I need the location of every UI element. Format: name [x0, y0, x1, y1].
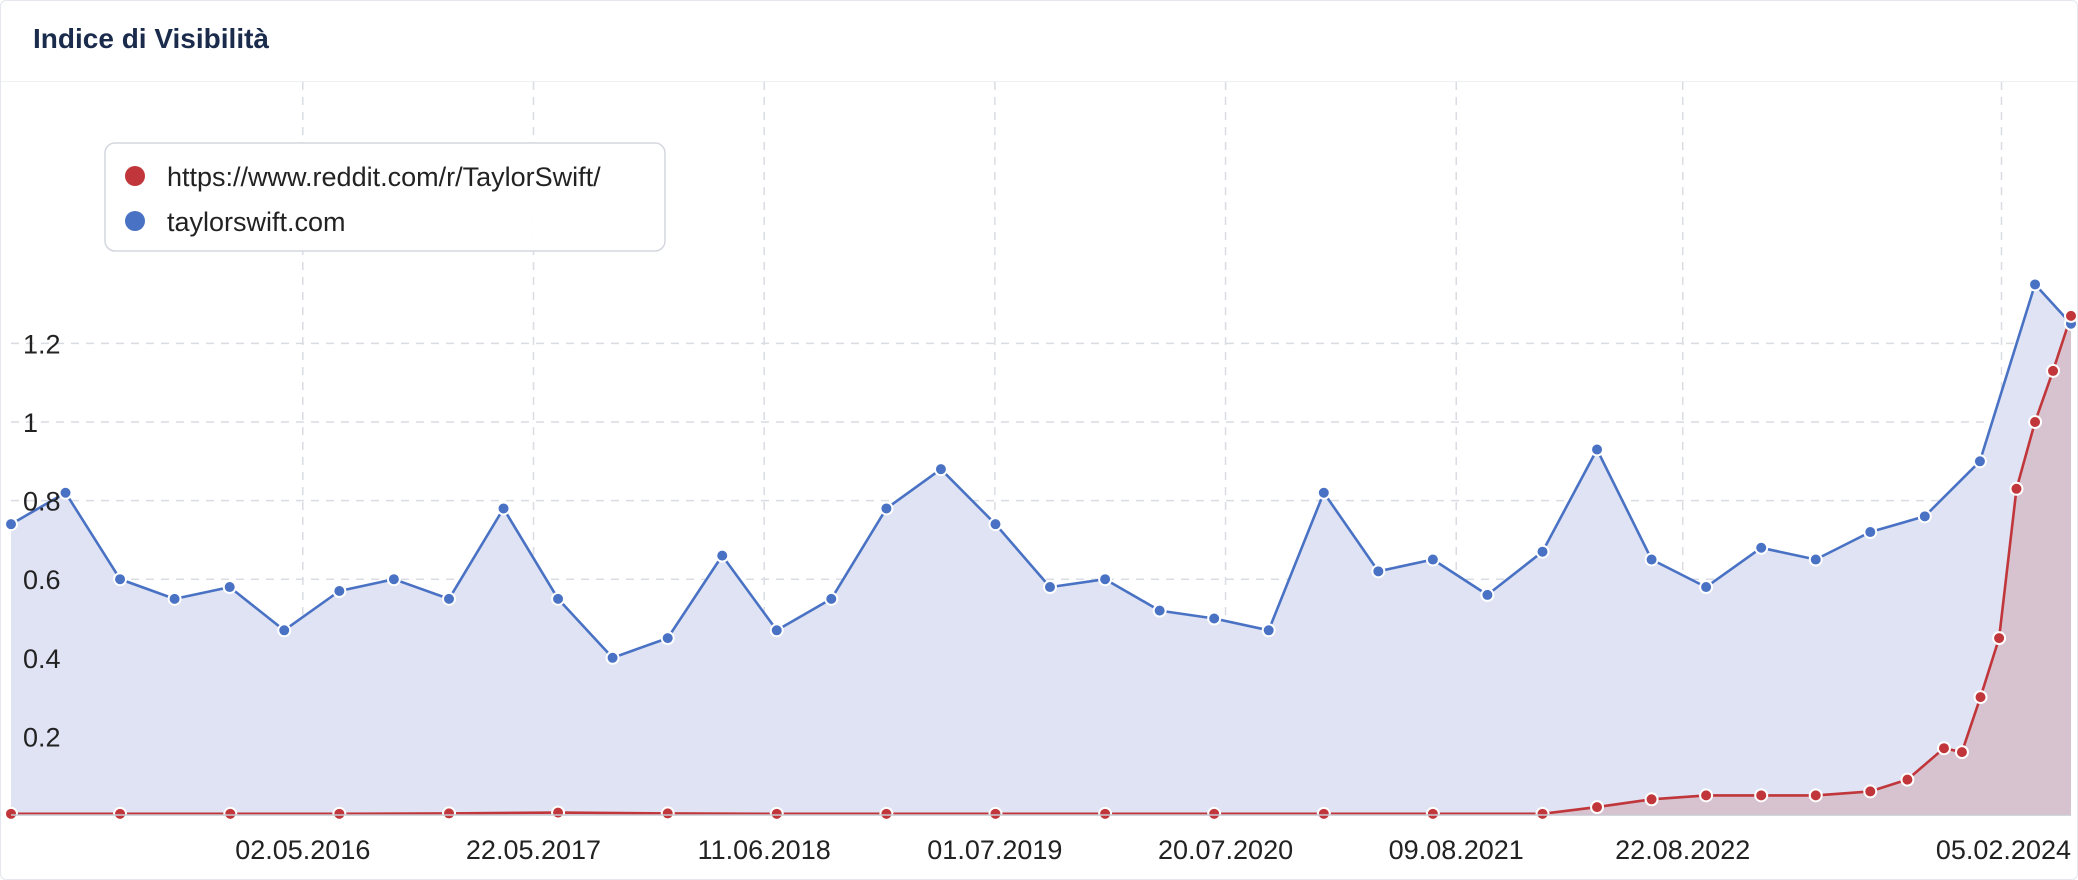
data-point	[1954, 745, 1969, 760]
legend-marker	[125, 166, 145, 186]
data-point	[824, 591, 839, 606]
data-point	[1207, 806, 1222, 821]
data-point	[715, 548, 730, 563]
data-point	[1590, 800, 1605, 815]
series-line	[11, 315, 2073, 816]
data-point	[4, 806, 18, 821]
data-point	[1973, 690, 1988, 705]
x-tick-label: 22.05.2017	[466, 835, 601, 865]
data-point	[1425, 552, 1440, 567]
x-tick-label: 09.08.2021	[1389, 835, 1524, 865]
data-point	[1535, 544, 1550, 559]
data-point	[988, 806, 1003, 821]
data-point	[1699, 580, 1714, 595]
legend-label: taylorswift.com	[167, 207, 346, 237]
data-point	[167, 591, 182, 606]
data-point	[769, 806, 784, 821]
x-tick-label: 20.07.2020	[1158, 835, 1293, 865]
y-tick-label: 0.4	[23, 644, 61, 674]
data-point	[1972, 454, 1987, 469]
data-point	[1535, 806, 1550, 821]
data-point	[1098, 572, 1113, 587]
area-layer	[11, 284, 2071, 815]
data-point	[1900, 772, 1915, 787]
data-point	[1808, 788, 1823, 803]
data-point	[1863, 525, 1878, 540]
data-point	[113, 572, 128, 587]
y-tick-label: 0.2	[23, 722, 61, 752]
data-point	[332, 806, 347, 821]
data-point	[2009, 481, 2024, 496]
data-point	[1316, 806, 1331, 821]
point-layer	[4, 277, 2077, 821]
data-point	[113, 806, 128, 821]
data-point	[496, 501, 511, 516]
visibility-chart: 0.2 0.4 0.6 0.8 1 1.2 02.05.2016 22.05.2017 11.0…	[4, 82, 2077, 865]
data-point	[551, 805, 566, 820]
data-point	[1936, 741, 1951, 756]
data-point	[551, 591, 566, 606]
x-tick-label: 01.07.2019	[927, 835, 1062, 865]
data-point	[277, 623, 292, 638]
data-point	[660, 806, 675, 821]
data-point	[1590, 442, 1605, 457]
y-tick-label: 0.6	[23, 565, 61, 595]
data-point	[1863, 784, 1878, 799]
data-point	[1699, 788, 1714, 803]
data-point	[1917, 509, 1932, 524]
data-point	[442, 591, 457, 606]
legend-label: https://www.reddit.com/r/TaylorSwift/	[167, 162, 601, 192]
x-tick-label: 02.05.2016	[235, 835, 370, 865]
data-point	[1754, 788, 1769, 803]
data-point	[442, 806, 457, 821]
data-point	[1644, 552, 1659, 567]
data-point	[2064, 308, 2077, 323]
data-point	[1992, 631, 2007, 646]
legend-marker	[125, 211, 145, 231]
data-point	[2028, 415, 2043, 429]
data-point	[879, 501, 894, 516]
data-point	[605, 650, 620, 665]
x-tick-label: 05.02.2024	[1936, 835, 2071, 865]
series-area	[11, 284, 2071, 815]
data-point	[2028, 277, 2043, 292]
data-point	[933, 462, 948, 477]
card-header: Indice di Visibilità	[1, 1, 2077, 82]
card-title: Indice di Visibilità	[33, 23, 269, 54]
chart-legend[interactable]: https://www.reddit.com/r/TaylorSwift/tay…	[104, 142, 666, 252]
y-tick-label: 1.2	[23, 329, 61, 359]
data-point	[223, 806, 238, 821]
data-point	[386, 572, 401, 587]
data-point	[1644, 792, 1659, 807]
data-point	[769, 623, 784, 638]
data-point	[1098, 806, 1113, 821]
data-point	[660, 631, 675, 646]
data-point	[1371, 564, 1386, 579]
data-point	[2046, 363, 2061, 378]
data-point	[1754, 540, 1769, 555]
axis-layer: 0.2 0.4 0.6 0.8 1 1.2 02.05.2016 22.05.2017 11.0…	[11, 329, 2071, 865]
data-point	[1261, 623, 1276, 638]
y-tick-label: 0.8	[23, 487, 61, 517]
data-point	[1152, 603, 1167, 618]
data-point	[222, 580, 237, 595]
data-point	[1480, 587, 1495, 602]
data-point	[4, 517, 18, 532]
data-point	[988, 517, 1003, 532]
data-point	[332, 583, 347, 598]
data-point	[1425, 806, 1440, 821]
data-point	[1808, 552, 1823, 567]
data-point	[879, 806, 894, 821]
y-tick-label: 1	[23, 408, 38, 438]
x-tick-label: 11.06.2018	[698, 835, 831, 865]
data-point	[58, 485, 73, 500]
data-point	[1316, 485, 1331, 500]
legend-box	[104, 142, 666, 252]
x-tick-label: 22.08.2022	[1615, 835, 1750, 865]
data-point	[1042, 580, 1057, 595]
data-point	[1207, 611, 1222, 626]
